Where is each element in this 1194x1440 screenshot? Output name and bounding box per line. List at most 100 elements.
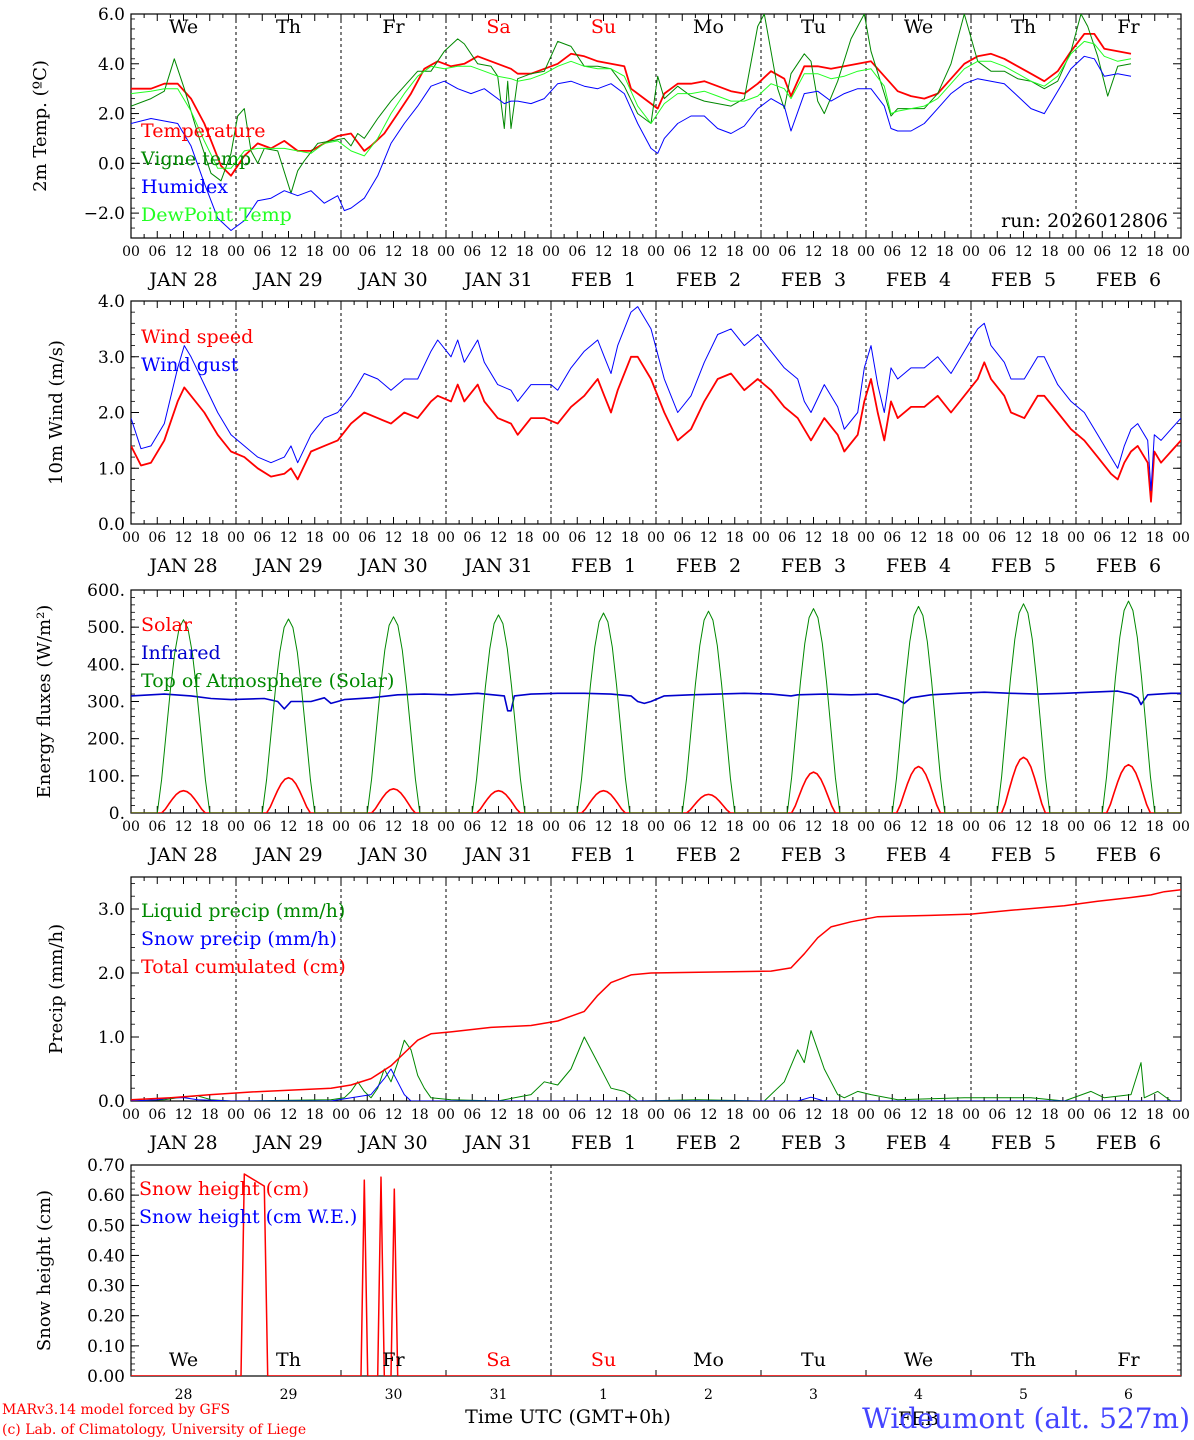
hour-tick-label: 18 bbox=[516, 819, 534, 835]
hour-tick-label: 06 bbox=[988, 819, 1006, 835]
hour-tick-label: 06 bbox=[358, 244, 376, 260]
weekday-label: Fr bbox=[1117, 1349, 1140, 1371]
panel-precip: 3.0 2.0 1.0 0.0 Precip (mm/h) Liquid precip (… bbox=[46, 876, 1190, 1154]
date-label: JAN 28 bbox=[147, 555, 217, 577]
hour-tick-label: 12 bbox=[280, 1107, 298, 1123]
y-tick-label: 2.0 bbox=[98, 964, 125, 984]
hour-tick-label: 12 bbox=[805, 819, 823, 835]
y-tick-label: 100. bbox=[87, 767, 125, 787]
hour-tick-label: 00 bbox=[542, 244, 560, 260]
hour-tick-label: 18 bbox=[621, 1107, 639, 1123]
day-number-label: 28 bbox=[175, 1387, 193, 1403]
footer-copyright-text: (c) Lab. of Climatology, University of L… bbox=[2, 1422, 306, 1438]
hour-tick-label: 18 bbox=[936, 819, 954, 835]
series-line-infrared bbox=[131, 690, 1181, 712]
hour-tick-label: 18 bbox=[516, 1107, 534, 1123]
date-label: FEB 1 bbox=[571, 555, 636, 577]
weekday-label: Mo bbox=[693, 16, 724, 38]
hour-tick-label: 12 bbox=[280, 530, 298, 546]
y-tick-label: 0.0 bbox=[98, 1092, 125, 1112]
weekday-label: We bbox=[169, 1349, 198, 1371]
y-tick-label: 600. bbox=[87, 581, 125, 601]
hour-tick-label: 06 bbox=[988, 244, 1006, 260]
hour-tick-label: 18 bbox=[726, 1107, 744, 1123]
hour-tick-label: 00 bbox=[647, 244, 665, 260]
hour-tick-label: 00 bbox=[542, 819, 560, 835]
hour-tick-label: 00 bbox=[1067, 819, 1085, 835]
hour-tick-label: 00 bbox=[857, 819, 875, 835]
hour-tick-label: 06 bbox=[463, 244, 481, 260]
hour-tick-label: 12 bbox=[595, 244, 613, 260]
panel-temp: 6.0 4.0 2.0 0.0 −2.0 2m Temp. (ºC) Temperature… bbox=[30, 5, 1190, 291]
series-line-snow-height-cm- bbox=[131, 1173, 1181, 1376]
y-tick-label: 2.0 bbox=[98, 404, 125, 424]
date-label: FEB 6 bbox=[1096, 555, 1161, 577]
series-line-liquid-precip-mm-h- bbox=[131, 1030, 1181, 1101]
legend-entry: Snow precip (mm/h) bbox=[141, 928, 337, 950]
hour-tick-label: 12 bbox=[1015, 530, 1033, 546]
hour-tick-label: 06 bbox=[568, 819, 586, 835]
hour-tick-label: 12 bbox=[385, 530, 403, 546]
hour-tick-label: 06 bbox=[358, 530, 376, 546]
y-tick-label: 3.0 bbox=[98, 900, 125, 920]
day-number-label: 3 bbox=[809, 1387, 818, 1403]
hour-tick-label: 00 bbox=[332, 244, 350, 260]
hour-tick-label: 06 bbox=[1093, 819, 1111, 835]
hour-tick-label: 18 bbox=[1146, 530, 1164, 546]
series-line-solar bbox=[131, 756, 1181, 813]
hour-tick-label: 06 bbox=[568, 244, 586, 260]
hour-tick-label: 18 bbox=[1146, 1107, 1164, 1123]
y-tick-label: 200. bbox=[87, 730, 125, 750]
hour-tick-label: 12 bbox=[700, 530, 718, 546]
weekday-label: Th bbox=[1011, 1349, 1036, 1371]
hour-tick-label: 00 bbox=[437, 530, 455, 546]
hour-tick-label: 18 bbox=[1146, 819, 1164, 835]
hour-tick-label: 00 bbox=[647, 819, 665, 835]
hour-tick-label: 06 bbox=[778, 819, 796, 835]
hour-tick-label: 00 bbox=[962, 1107, 980, 1123]
hour-tick-label: 06 bbox=[778, 244, 796, 260]
y-tick-label: −2.0 bbox=[84, 204, 125, 224]
month-label: FEB bbox=[898, 1408, 939, 1430]
y-tick-label: 0.10 bbox=[87, 1337, 125, 1357]
date-label: FEB 1 bbox=[571, 1132, 636, 1154]
run-label: run: 2026012806 bbox=[1001, 210, 1168, 232]
hour-tick-label: 18 bbox=[1041, 244, 1059, 260]
hour-tick-label: 12 bbox=[280, 244, 298, 260]
weekday-label: Fr bbox=[382, 1349, 405, 1371]
hour-tick-label: 12 bbox=[1015, 819, 1033, 835]
date-label: JAN 28 bbox=[147, 1132, 217, 1154]
y-axis-label: Precip (mm/h) bbox=[46, 924, 67, 1054]
date-label: JAN 30 bbox=[357, 1132, 427, 1154]
date-label: FEB 2 bbox=[676, 1132, 741, 1154]
date-label: JAN 28 bbox=[147, 844, 217, 866]
hour-tick-label: 00 bbox=[1172, 1107, 1190, 1123]
hour-tick-label: 00 bbox=[962, 244, 980, 260]
date-label: JAN 29 bbox=[252, 269, 322, 291]
hour-tick-label: 00 bbox=[122, 1107, 140, 1123]
y-axis-label: 10m Wind (m/s) bbox=[46, 340, 67, 485]
legend-entry: Snow height (cm W.E.) bbox=[139, 1206, 357, 1228]
hour-tick-label: 18 bbox=[621, 530, 639, 546]
hour-tick-label: 18 bbox=[621, 244, 639, 260]
day-number-label: 6 bbox=[1124, 1387, 1133, 1403]
hour-tick-label: 18 bbox=[831, 244, 849, 260]
hour-tick-label: 18 bbox=[516, 530, 534, 546]
hour-tick-label: 06 bbox=[568, 530, 586, 546]
day-number-label: 5 bbox=[1019, 1387, 1028, 1403]
y-tick-label: 0.30 bbox=[87, 1277, 125, 1297]
panel-wind: 4.0 3.0 2.0 1.0 0.0 10m Wind (m/s) Wind speed W… bbox=[46, 292, 1190, 577]
hour-tick-label: 06 bbox=[883, 530, 901, 546]
hour-tick-label: 00 bbox=[1172, 819, 1190, 835]
legend-entry: Vigne temp bbox=[140, 148, 251, 170]
date-label: FEB 3 bbox=[781, 555, 846, 577]
hour-tick-label: 12 bbox=[1015, 244, 1033, 260]
hour-tick-label: 12 bbox=[595, 1107, 613, 1123]
hour-tick-label: 18 bbox=[411, 530, 429, 546]
hour-tick-label: 06 bbox=[883, 1107, 901, 1123]
hour-tick-label: 00 bbox=[227, 1107, 245, 1123]
hour-tick-label: 12 bbox=[805, 1107, 823, 1123]
date-label: FEB 5 bbox=[991, 555, 1056, 577]
weekday-label: We bbox=[904, 16, 933, 38]
